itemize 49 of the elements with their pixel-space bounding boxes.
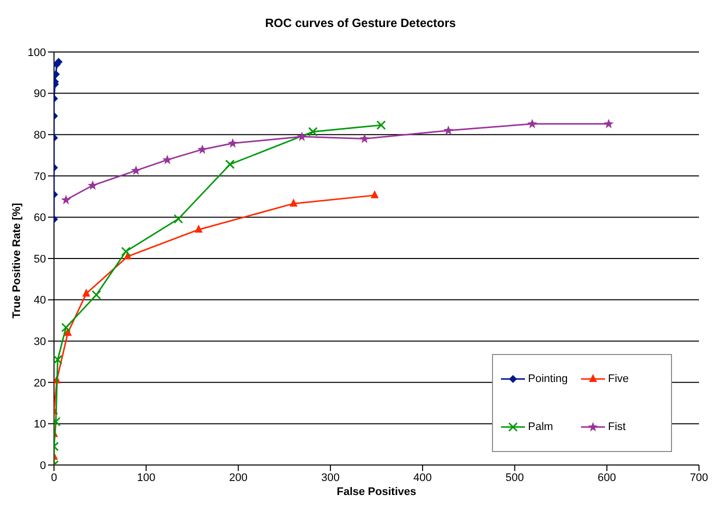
x-tick-label: 300	[321, 472, 340, 484]
chart-title: ROC curves of Gesture Detectors	[264, 15, 457, 32]
point	[197, 144, 208, 154]
point	[290, 198, 298, 207]
x-tick-label: 400	[413, 472, 432, 484]
point	[174, 214, 184, 224]
point	[162, 154, 172, 164]
point	[296, 132, 307, 142]
point	[376, 120, 386, 130]
y-tick-label: 80	[34, 130, 46, 142]
point	[308, 126, 318, 136]
x-tick-label: 200	[229, 472, 248, 484]
legend-label: Pointing	[528, 373, 568, 385]
x-tick-label: 700	[690, 472, 708, 484]
point	[88, 180, 98, 190]
legend-label: Palm	[528, 421, 554, 433]
point	[228, 138, 238, 148]
y-tick-label: 20	[34, 377, 46, 390]
y-tick-label: 90	[34, 88, 46, 100]
legend-label: Five	[608, 373, 629, 385]
y-tick-label: 40	[34, 294, 46, 307]
y-tick-label: 70	[34, 170, 46, 183]
y-tick-label: 50	[34, 253, 46, 266]
y-axis-title: True Positive Rate [%]	[10, 202, 23, 318]
point	[194, 224, 203, 233]
y-tick-label: 30	[34, 336, 46, 348]
point	[131, 166, 142, 176]
point	[370, 190, 379, 198]
x-tick-label: 100	[136, 472, 156, 484]
point	[60, 194, 71, 204]
x-tick-label: 600	[598, 472, 616, 484]
point	[61, 322, 71, 332]
point	[54, 354, 62, 364]
x-tick-label: 0	[50, 472, 58, 484]
point	[121, 246, 131, 256]
x-tick-label: 500	[506, 472, 524, 484]
y-tick-label: 10	[34, 418, 46, 431]
y-tick-label: 0	[40, 460, 46, 472]
x-axis-title: False Positives	[336, 486, 416, 498]
point	[92, 290, 102, 300]
y-tick-label: 100	[28, 46, 46, 59]
point	[360, 134, 370, 144]
point	[604, 118, 614, 128]
point	[225, 160, 235, 170]
point	[82, 288, 90, 297]
legend-label: Fist	[608, 421, 626, 433]
point	[527, 118, 538, 128]
point	[443, 125, 454, 135]
y-tick-label: 60	[34, 212, 46, 224]
